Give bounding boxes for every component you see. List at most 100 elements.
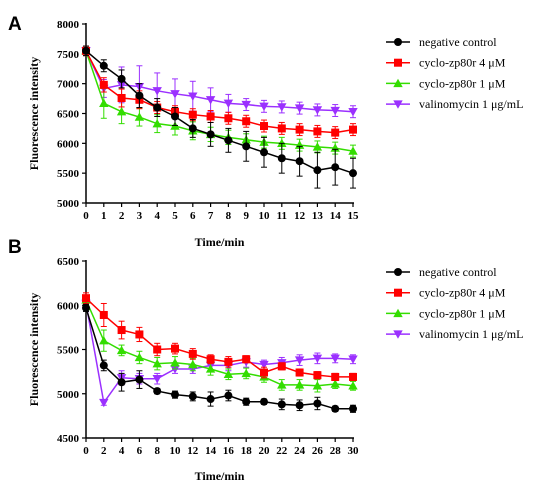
data-point (313, 371, 322, 380)
x-tick-label: 1 (101, 210, 107, 222)
data-point (312, 354, 323, 364)
data-point (224, 114, 233, 123)
data-point (82, 46, 90, 55)
chart-panel-b: B0 2 4 6 8 10 12 14 16 18 20 22 24 26 28 30450050005500… (8, 237, 523, 483)
series-line (85, 50, 354, 152)
y-tick-label: 6500 (57, 256, 80, 268)
data-point (313, 399, 322, 408)
data-point (135, 375, 144, 384)
data-point (134, 112, 145, 121)
data-point (277, 362, 286, 371)
data-point (188, 359, 198, 369)
x-tick-label: 15 (348, 210, 360, 222)
data-point (277, 380, 287, 389)
legend: negative control cyclo-zp80r 4 μM cyclo-zp… (386, 265, 523, 341)
data-point (206, 130, 215, 139)
x-tick-label: 4 (154, 210, 160, 222)
x-axis-title: Time/min (195, 235, 245, 249)
x-tick-label: 0 (83, 445, 89, 457)
data-point (116, 107, 127, 116)
x-tick-label: 7 (208, 210, 214, 222)
data-point (82, 303, 90, 312)
data-point (116, 345, 127, 355)
series-line (85, 50, 354, 174)
data-point (206, 355, 215, 364)
series-2 (81, 295, 358, 393)
y-tick-label: 5000 (57, 198, 80, 210)
legend-label: negative control (419, 265, 497, 279)
series-0 (82, 45, 357, 189)
data-point (188, 392, 197, 401)
data-point (99, 335, 109, 345)
data-point (349, 169, 357, 178)
data-point (312, 381, 323, 390)
data-point (241, 100, 251, 110)
y-tick-label: 7000 (57, 79, 80, 91)
data-point (152, 87, 162, 96)
legend-marker (394, 38, 402, 46)
legend-label: negative control (419, 35, 497, 49)
series-line (85, 50, 354, 113)
x-tick-label: 12 (187, 445, 199, 457)
x-axis-title: Time/min (195, 469, 245, 483)
data-point (349, 125, 357, 134)
data-point (295, 157, 304, 166)
x-tick-label: 16 (223, 445, 235, 457)
y-tick-label: 7500 (57, 49, 80, 61)
x-tick-label: 0 (83, 210, 89, 222)
x-tick-label: 6 (137, 445, 143, 457)
data-point (260, 368, 268, 377)
x-tick-label: 20 (259, 445, 271, 457)
data-point (312, 142, 323, 151)
data-point (331, 128, 340, 137)
legend-label: cyclo-zp80r 1 μM (419, 76, 506, 90)
legend-label: valinomycin 1 μg/mL (419, 97, 523, 111)
x-tick-label: 14 (205, 445, 217, 457)
data-point (294, 380, 305, 389)
legend-entry: negative control (386, 265, 497, 279)
data-point (205, 96, 216, 105)
legend-label: cyclo-zp80r 4 μM (419, 56, 506, 70)
series-1 (82, 45, 357, 140)
x-tick-label: 14 (330, 210, 342, 222)
legend-entry: cyclo-zp80r 1 μM (386, 306, 506, 320)
legend-marker (393, 330, 403, 339)
series-line (85, 307, 353, 410)
data-point (152, 375, 162, 384)
data-point (295, 125, 304, 134)
x-tick-label: 11 (277, 210, 287, 222)
x-tick-label: 5 (172, 210, 178, 222)
data-point (331, 372, 340, 381)
legend: negative control cyclo-zp80r 4 μM cyclo-zp… (386, 35, 523, 111)
x-tick-label: 8 (226, 210, 232, 222)
data-point (117, 326, 126, 335)
data-point (313, 166, 322, 175)
data-point (152, 118, 162, 128)
x-tick-label: 6 (190, 210, 196, 222)
data-point (206, 395, 215, 404)
data-point (241, 368, 251, 378)
x-tick-label: 22 (276, 445, 288, 457)
data-point (188, 124, 197, 133)
data-point (223, 369, 234, 378)
data-point (134, 352, 145, 362)
data-point (330, 106, 340, 116)
x-tick-label: 26 (312, 445, 324, 457)
data-point (242, 117, 251, 126)
data-point (99, 61, 108, 70)
data-point (135, 330, 144, 339)
data-point (153, 387, 162, 396)
chart-panel-a: A0 1 2 3 4 5 6 7 8 9 10 11 12 13 14 1550005500600065007… (8, 14, 523, 249)
data-point (205, 364, 216, 373)
data-point (224, 136, 233, 145)
data-point (153, 103, 162, 112)
data-point (295, 401, 304, 410)
x-tick-label: 2 (101, 445, 107, 457)
legend-entry: negative control (386, 35, 497, 49)
panel-letter: B (8, 237, 22, 258)
x-tick-label: 18 (241, 445, 253, 457)
legend-marker (393, 308, 403, 318)
series-line (85, 299, 354, 387)
legend-marker (394, 288, 402, 297)
